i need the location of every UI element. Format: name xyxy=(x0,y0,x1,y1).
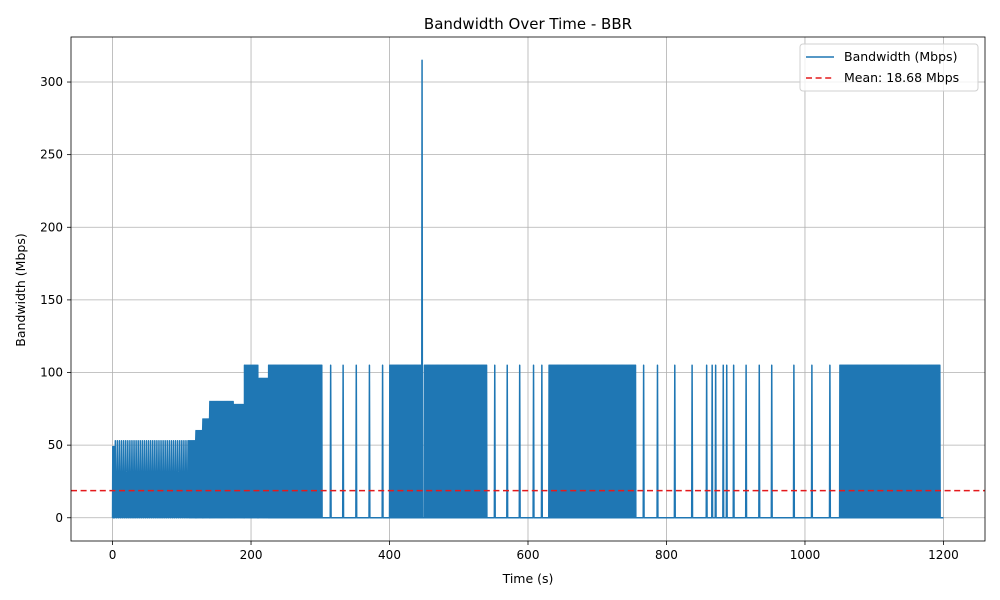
y-tick-label: 200 xyxy=(40,220,63,234)
plot-frame xyxy=(70,36,986,542)
x-tick-label: 0 xyxy=(109,548,117,562)
y-tick-label: 0 xyxy=(55,511,63,525)
x-tick-label: 400 xyxy=(378,548,401,562)
ticks-layer: 0 200 400 600 800 1000 1200 0 50 100 150 200 250 300 xyxy=(40,75,959,562)
x-tick-label: 1000 xyxy=(790,548,821,562)
x-axis-label: Time (s) xyxy=(502,571,554,586)
x-tick-label: 1200 xyxy=(928,548,959,562)
y-tick-label: 100 xyxy=(40,366,63,380)
legend-box xyxy=(799,43,979,92)
y-tick-label: 250 xyxy=(40,148,63,162)
chart-title: Bandwidth Over Time - BBR xyxy=(424,15,632,33)
x-tick-label: 600 xyxy=(517,548,540,562)
y-tick-label: 300 xyxy=(40,75,63,89)
legend-label-mean: Mean: 18.68 Mbps xyxy=(844,70,959,85)
y-axis-label: Bandwidth (Mbps) xyxy=(13,233,28,346)
legend-label-bandwidth: Bandwidth (Mbps) xyxy=(844,49,957,64)
y-tick-label: 50 xyxy=(48,438,63,452)
x-tick-label: 200 xyxy=(240,548,263,562)
series-layer xyxy=(71,59,985,519)
bandwidth-series-line xyxy=(111,59,944,519)
y-tick-label: 150 xyxy=(40,293,63,307)
x-tick-label: 800 xyxy=(655,548,678,562)
legend: Bandwidth (Mbps) Mean: 18.68 Mbps xyxy=(799,43,979,92)
